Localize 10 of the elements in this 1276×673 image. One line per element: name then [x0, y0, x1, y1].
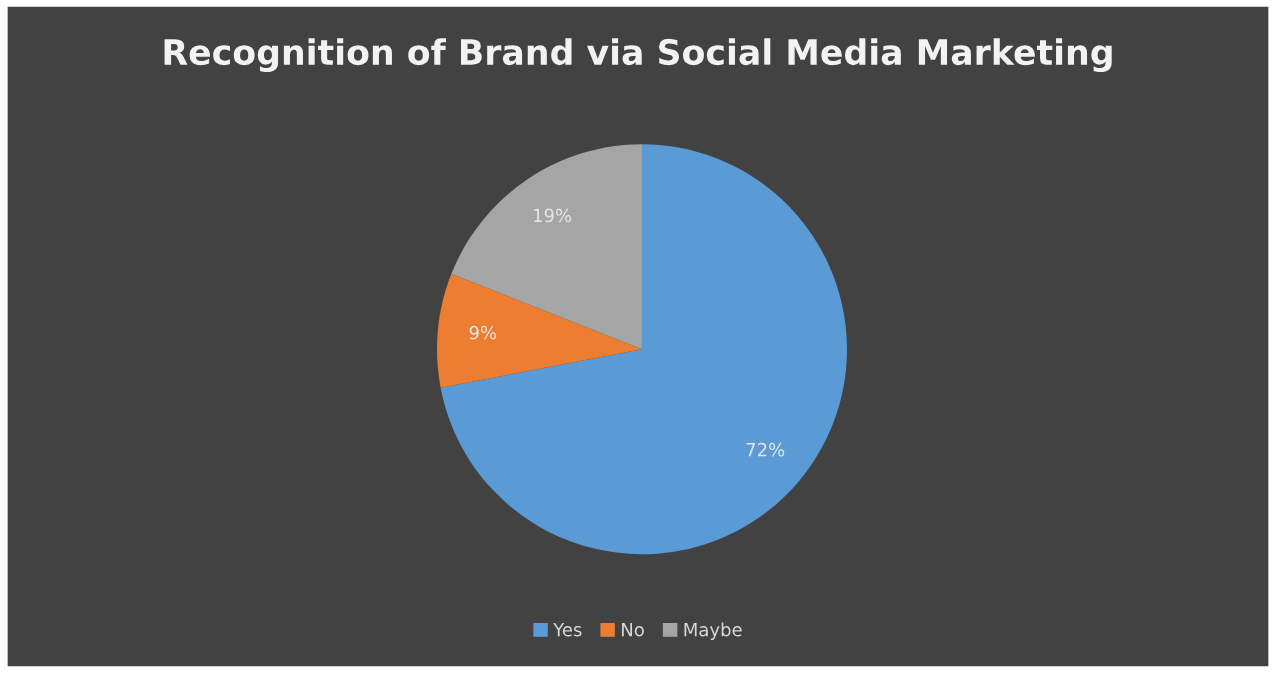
legend-label: Yes — [553, 623, 582, 637]
legend-label: Maybe — [684, 622, 742, 640]
data-label: 72% — [746, 442, 785, 457]
data-label: 9% — [469, 325, 497, 340]
pie-slice — [437, 273, 642, 388]
chart-title: Recognition of Brand via Social Media Marketing — [164, 38, 1112, 73]
pie-slice — [451, 144, 642, 350]
legend-label: No — [622, 623, 644, 637]
data-label: 19% — [534, 208, 572, 223]
pie-slice — [440, 144, 847, 555]
